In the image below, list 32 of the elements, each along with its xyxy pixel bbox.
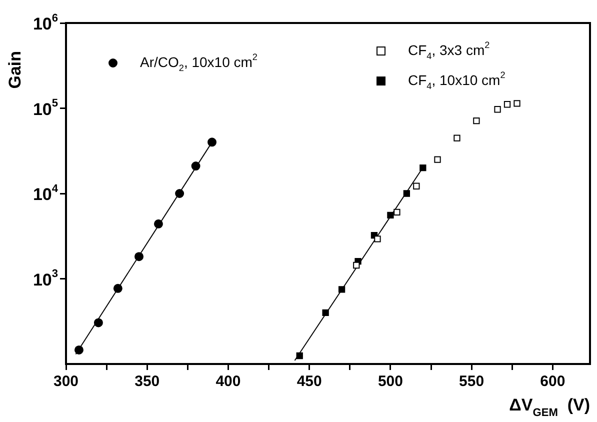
- point: [338, 286, 346, 293]
- point: [113, 284, 122, 293]
- point: [394, 208, 400, 216]
- x-tick-label: 600: [540, 373, 566, 390]
- point: [191, 162, 200, 171]
- point: [374, 236, 381, 242]
- point: [94, 318, 103, 328]
- x-tick-label: 450: [296, 373, 322, 390]
- point: [420, 164, 426, 172]
- x-tick-label: 300: [53, 373, 79, 390]
- point: [454, 134, 460, 142]
- point: [387, 212, 394, 218]
- x-tick-label: 500: [378, 373, 403, 390]
- x-tick-label: 550: [459, 373, 484, 390]
- point: [322, 309, 329, 316]
- point: [154, 219, 163, 228]
- point: [504, 101, 511, 108]
- point: [353, 262, 360, 269]
- point: [494, 106, 501, 113]
- point: [403, 190, 410, 197]
- x-tick-label: 350: [134, 373, 160, 390]
- y-axis-title: Gain: [6, 50, 25, 89]
- point: [434, 156, 441, 163]
- point: [473, 117, 480, 124]
- point: [208, 138, 217, 147]
- point: [413, 182, 420, 190]
- point: [514, 100, 520, 107]
- x-tick-label: 400: [216, 373, 241, 390]
- point: [134, 252, 144, 262]
- point: [175, 189, 184, 198]
- point: [74, 345, 84, 354]
- point: [296, 352, 303, 360]
